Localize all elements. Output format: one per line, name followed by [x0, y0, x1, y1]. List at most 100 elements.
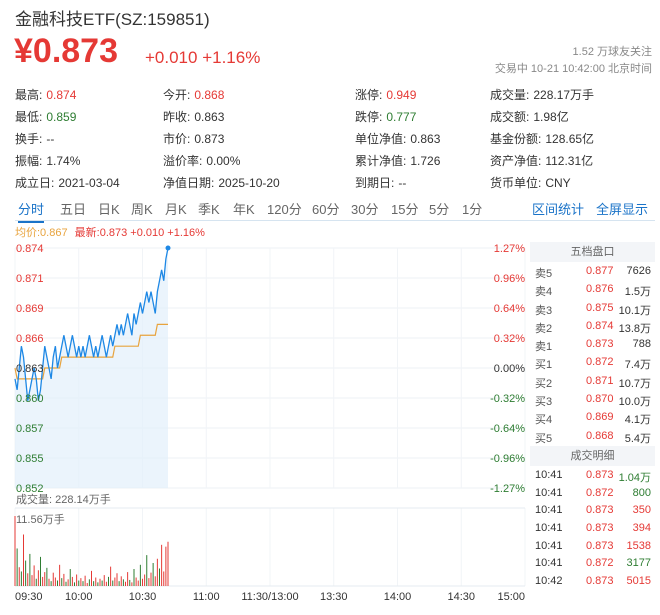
stat-value: 2021-03-04: [58, 176, 120, 190]
stat-value: 0.868: [194, 88, 225, 102]
followers-count[interactable]: 1.52 万球友关注: [572, 46, 652, 58]
tab-period[interactable]: 五日: [60, 202, 87, 217]
order-price: 0.876: [586, 283, 614, 296]
trade-row: 10:41 0.872 3177: [530, 554, 655, 572]
stat-label: 振幅:: [15, 154, 43, 168]
order-price: 0.877: [586, 265, 614, 277]
price-tick-label: 0.855: [16, 453, 44, 465]
stat-label: 净值日期:: [163, 176, 215, 190]
stat-value: 0.863: [194, 110, 225, 124]
trade-volume: 5015: [626, 575, 651, 588]
order-book-row: 卖2 0.874 13.8万: [530, 317, 655, 335]
order-level: 卖2: [535, 322, 553, 335]
stat-value: 1.98亿: [533, 110, 569, 124]
stat-value: 228.17万手: [533, 88, 595, 102]
trade-price: 0.873: [586, 504, 614, 517]
stat-cell: 基金份额: 128.65亿: [490, 130, 594, 147]
price-tick-label: 0.866: [16, 333, 44, 345]
trade-time: 10:41: [535, 504, 563, 517]
stat-cell: 最低: 0.859: [15, 108, 76, 125]
time-tick-label: 11:00: [193, 591, 220, 603]
order-price: 0.868: [586, 429, 614, 442]
stock-title: 金融科技ETF(SZ:159851): [15, 10, 210, 29]
stat-label: 到期日:: [355, 176, 395, 190]
stat-label: 最低:: [15, 110, 43, 124]
stat-value: --: [46, 132, 55, 146]
trade-row: 10:41 0.873 1538: [530, 537, 655, 555]
stats-row: 换手: -- 市价: 0.873 单位净值: 0.863 基金份额: 128.65亿: [15, 127, 655, 149]
trade-price: 0.873: [586, 539, 614, 552]
order-level: 卖3: [535, 304, 553, 317]
trade-time: 10:42: [535, 575, 563, 588]
order-level: 卖5: [535, 268, 553, 280]
order-book-row: 卖3 0.875 10.1万: [530, 299, 655, 317]
time-tick-label: 13:30: [320, 591, 348, 603]
fullscreen-button[interactable]: 全屏显示: [596, 202, 649, 217]
trade-time: 10:41: [535, 486, 563, 499]
stat-value: 0.859: [46, 110, 77, 124]
stats-row: 最高: 0.874 今开: 0.868 涨停: 0.949 成交量: 228.17万手: [15, 83, 655, 105]
stat-value: 128.65亿: [545, 132, 595, 146]
trade-volume: 800: [632, 486, 651, 499]
stat-label: 昨收:: [163, 110, 191, 124]
trade-row: 10:42 0.873 5015: [530, 572, 655, 590]
stat-cell: 今开: 0.868: [163, 86, 224, 103]
time-tick-label: 10:30: [129, 591, 157, 603]
order-volume: 7626: [626, 265, 651, 277]
tab-period[interactable]: 季K: [198, 202, 220, 217]
trade-volume: 350: [632, 504, 651, 517]
trade-price: 0.872: [586, 557, 614, 570]
price-line: [14, 247, 169, 401]
tab-period[interactable]: 15分: [391, 202, 419, 217]
intraday-chart[interactable]: 0.874 0.871 0.869 0.866 0.863 0.860 0.857 0.855…: [0, 238, 530, 615]
trade-price: 0.872: [586, 486, 614, 499]
price-tick-label: 0.857: [16, 423, 44, 435]
order-level: 买3: [535, 396, 553, 409]
price-tick-label: 0.860: [16, 393, 44, 405]
tab-period[interactable]: 分时: [18, 199, 45, 223]
avg-price-line: [14, 323, 168, 380]
trade-volume: 3177: [626, 557, 651, 570]
trades-title: 成交明细: [530, 445, 655, 466]
stat-cell: 跌停: 0.777: [355, 108, 416, 125]
stat-cell: 累计净值: 1.726: [355, 152, 440, 169]
tab-period[interactable]: 月K: [165, 202, 187, 217]
stat-cell: 换手: --: [15, 130, 54, 147]
order-book-row: 卖1 0.873 788: [530, 335, 655, 353]
trade-time: 10:41: [535, 539, 563, 552]
stat-label: 成立日:: [15, 176, 55, 190]
price-change: +0.010 +1.16%: [145, 48, 261, 67]
stat-label: 跌停:: [355, 110, 383, 124]
order-level: 买1: [535, 359, 553, 372]
percent-tick-label: -0.32%: [490, 393, 525, 405]
trading-status: 交易中 10-21 10:42:00 北京时间: [494, 63, 652, 75]
range-stats-button[interactable]: 区间统计: [532, 202, 585, 217]
time-tick-label: 15:00: [497, 591, 525, 603]
tab-period[interactable]: 日K: [98, 202, 120, 217]
percent-tick-label: -0.64%: [490, 423, 525, 435]
percent-tick-label: -0.96%: [490, 453, 525, 465]
stats-grid: 最高: 0.874 今开: 0.868 涨停: 0.949 成交量: 228.17万手 最低: 0…: [15, 83, 655, 193]
order-price: 0.872: [586, 356, 614, 369]
stat-label: 累计净值:: [355, 154, 407, 168]
stat-cell: 到期日: --: [355, 174, 406, 191]
order-book-row: 买3 0.870 10.0万: [530, 390, 655, 408]
stat-value: CNY: [545, 176, 571, 190]
order-level: 买4: [535, 414, 553, 427]
stat-label: 单位净值:: [355, 132, 407, 146]
tab-period[interactable]: 120分: [267, 202, 302, 217]
stat-cell: 单位净值: 0.863: [355, 130, 440, 147]
avg-price-legend: 均价:0.867: [15, 227, 68, 239]
order-book-row: 卖4 0.876 1.5万: [530, 280, 655, 298]
tab-period[interactable]: 年K: [233, 202, 255, 217]
tab-period[interactable]: 周K: [131, 202, 153, 217]
order-book-row: 买2 0.871 10.7万: [530, 372, 655, 390]
stat-cell: 市价: 0.873: [163, 130, 224, 147]
tab-period[interactable]: 30分: [351, 202, 379, 217]
stat-cell: 振幅: 1.74%: [15, 152, 80, 169]
price-tick-label: 0.874: [16, 243, 44, 255]
tab-period[interactable]: 60分: [312, 202, 340, 217]
tab-period[interactable]: 1分: [462, 202, 483, 217]
tab-period[interactable]: 5分: [429, 202, 450, 217]
order-book-row: 买4 0.869 4.1万: [530, 408, 655, 426]
